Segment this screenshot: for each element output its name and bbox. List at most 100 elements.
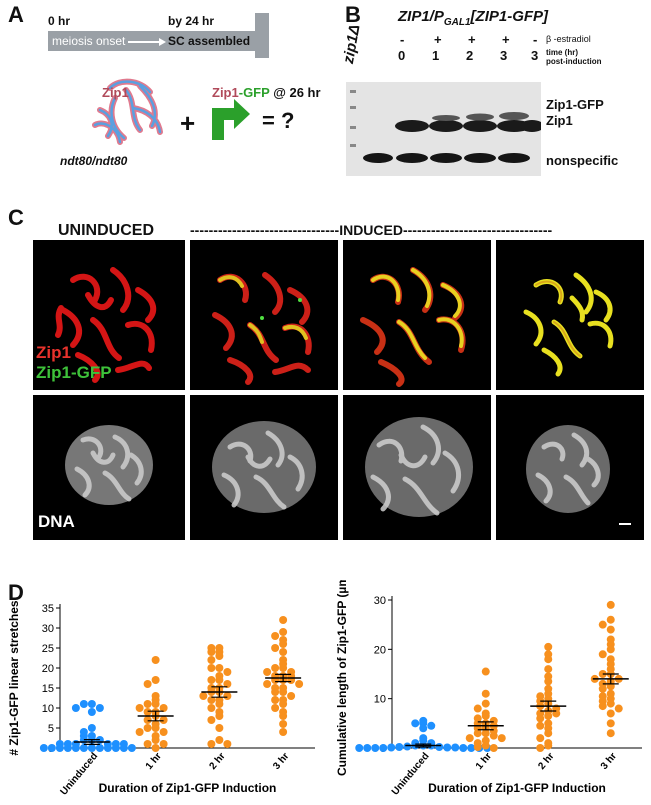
x-tick-label: Uninduced	[390, 751, 432, 798]
data-point	[606, 709, 615, 718]
y-tick-label: 10	[42, 703, 54, 715]
data-point	[606, 699, 615, 708]
data-point	[279, 700, 288, 708]
data-point	[544, 642, 553, 651]
data-point	[143, 724, 152, 732]
induction-arrow-icon	[212, 99, 250, 140]
data-point	[536, 714, 545, 723]
data-point	[481, 699, 490, 708]
y-tick-label: 35	[42, 603, 54, 615]
data-point	[279, 688, 288, 696]
data-point	[47, 744, 56, 752]
data-point	[207, 740, 216, 748]
data-point	[79, 744, 88, 752]
data-point	[151, 676, 160, 684]
data-point	[287, 692, 296, 700]
band-label-nonspecific: nonspecific	[546, 153, 619, 168]
data-point	[295, 680, 304, 688]
blot-title-main: ZIP1/P	[398, 8, 444, 25]
data-point	[606, 615, 615, 624]
time-1: 1	[432, 48, 440, 63]
y-axis-label: Cumulative length of Zip1-GFP (µm)	[335, 580, 349, 776]
data-point	[271, 664, 280, 672]
data-point	[379, 744, 388, 752]
data-point	[135, 728, 144, 736]
micrograph-zip1-uninduced	[33, 240, 185, 390]
legend-zip1-gfp: Zip1-GFP	[36, 363, 112, 382]
sc-assembled-label: SC assembled	[168, 34, 251, 48]
legend-zip1: Zip1	[36, 343, 71, 362]
data-point	[151, 724, 160, 732]
data-point	[279, 720, 288, 728]
time-row: 0 1 2 3 3 time (hr) post-induction	[398, 48, 638, 70]
data-point	[287, 676, 296, 684]
timeline-arrow-head	[159, 38, 166, 46]
data-point	[223, 680, 232, 688]
data-point	[87, 744, 96, 752]
data-point	[481, 729, 490, 738]
chromosome-tangle	[92, 78, 163, 145]
data-point	[159, 716, 168, 724]
data-point	[459, 744, 468, 752]
data-point	[497, 734, 506, 743]
data-point	[419, 724, 428, 733]
data-point	[143, 716, 152, 724]
data-point	[143, 700, 152, 708]
zip1-delta-label: zip1Δ	[340, 23, 364, 65]
data-point	[159, 728, 168, 736]
data-point	[151, 744, 160, 752]
y-tick-label: 10	[374, 694, 386, 706]
equals-question: = ?	[262, 108, 295, 133]
data-point	[489, 731, 498, 740]
chart-left: 05101520253035# Zip1-GFP linear stretche…	[0, 580, 325, 800]
data-point	[355, 744, 364, 752]
data-point	[606, 719, 615, 728]
panel-a: 0 hr by 24 hr meiosis onset SC assembled…	[0, 0, 330, 175]
data-point	[465, 734, 474, 743]
data-point	[87, 724, 96, 732]
data-point	[223, 740, 232, 748]
data-point	[215, 676, 224, 684]
data-point	[363, 744, 372, 752]
data-point	[536, 734, 545, 743]
data-point	[481, 741, 490, 750]
data-point	[143, 740, 152, 748]
x-tick-label: 2 hr	[536, 751, 556, 772]
genotype-label: ndt80/ndt80	[60, 154, 128, 168]
data-point	[473, 743, 482, 752]
legend-dna: DNA	[38, 512, 75, 531]
band-label-zip1: Zip1	[546, 113, 573, 128]
data-point	[87, 708, 96, 716]
data-point	[207, 696, 216, 704]
data-point	[271, 696, 280, 704]
micrograph-dna-uninduced	[33, 395, 185, 540]
x-tick-label: 3 hr	[271, 751, 291, 772]
data-point	[598, 650, 607, 659]
data-point	[215, 652, 224, 660]
data-point	[606, 600, 615, 609]
x-tick-label: 3 hr	[599, 751, 619, 772]
data-point	[403, 742, 412, 751]
data-point	[279, 616, 288, 624]
time-0: 0	[398, 48, 406, 63]
estradiol-sign-3: +	[468, 32, 476, 47]
data-point	[371, 744, 380, 752]
data-point	[536, 721, 545, 730]
data-point	[279, 728, 288, 736]
data-point	[135, 704, 144, 712]
data-point	[614, 704, 623, 713]
data-point	[207, 656, 216, 664]
y-tick-label: 30	[374, 595, 386, 607]
data-point	[215, 700, 224, 708]
time-3a: 3	[500, 48, 508, 63]
data-point	[473, 729, 482, 738]
data-point	[536, 744, 545, 752]
data-point	[271, 644, 280, 652]
data-point	[71, 744, 80, 752]
data-point	[467, 744, 476, 752]
data-point	[263, 680, 272, 688]
zip1-part: Zip1	[212, 85, 239, 100]
panel-letter-d: D	[8, 580, 24, 605]
data-point	[606, 645, 615, 654]
data-point	[544, 677, 553, 686]
